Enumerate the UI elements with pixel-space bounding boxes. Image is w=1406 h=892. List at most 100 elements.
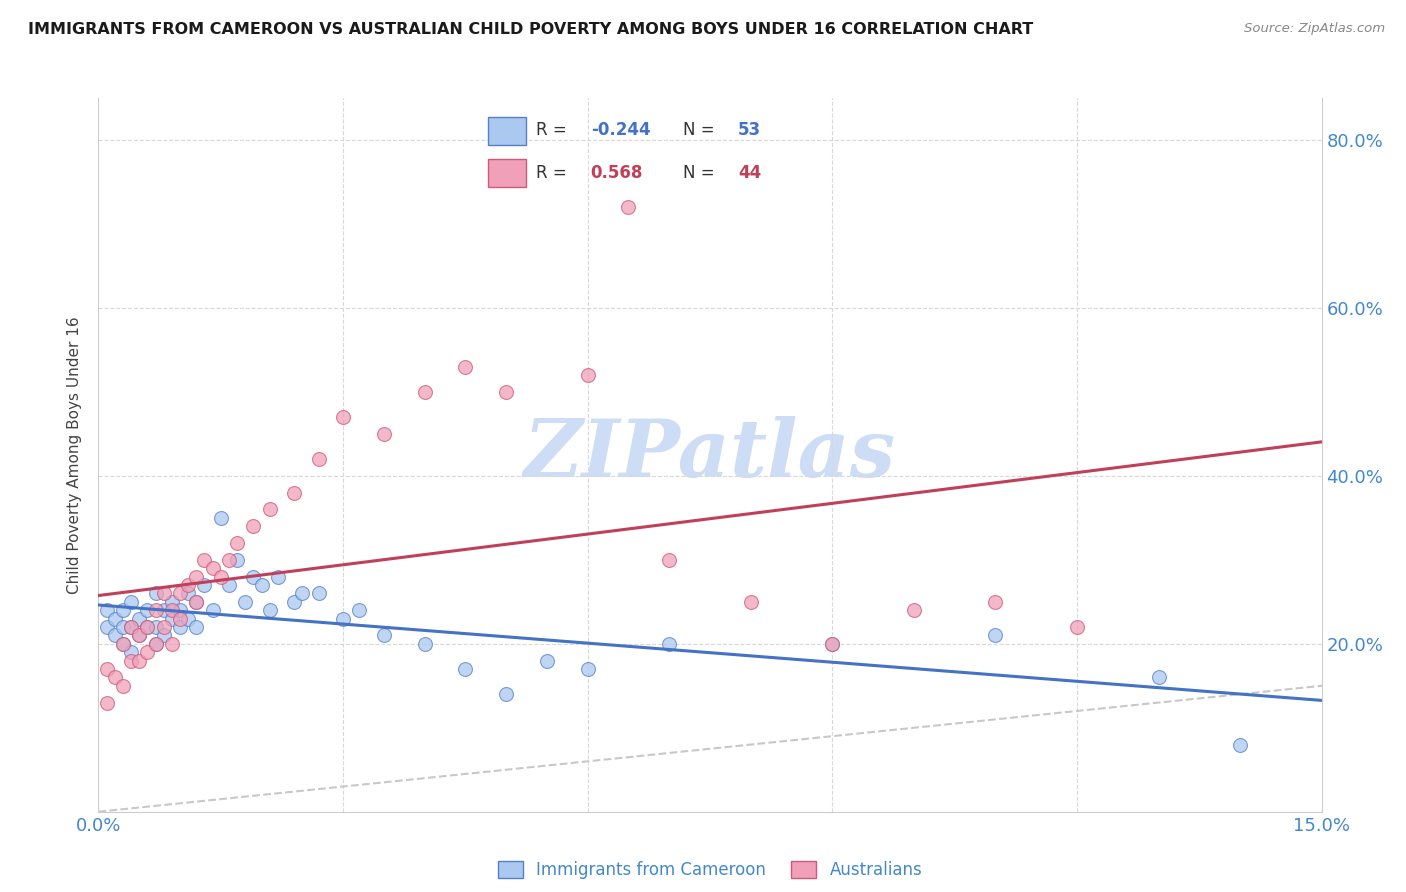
Point: [1066, 620, 1088, 634]
Point: [332, 612, 354, 626]
Point: [242, 519, 264, 533]
Point: [111, 637, 134, 651]
Point: [160, 603, 183, 617]
Point: [160, 612, 183, 626]
Point: [193, 553, 215, 567]
Point: [111, 603, 134, 617]
Point: [152, 620, 174, 634]
Point: [218, 578, 240, 592]
Point: [218, 553, 240, 567]
Point: [120, 654, 142, 668]
Point: [186, 595, 208, 609]
Point: [104, 612, 127, 626]
Point: [169, 612, 191, 626]
Point: [1229, 738, 1251, 752]
Point: [152, 586, 174, 600]
Point: [291, 586, 314, 600]
Point: [373, 628, 395, 642]
Point: [495, 687, 517, 701]
Point: [209, 511, 232, 525]
Point: [111, 620, 134, 634]
Point: [201, 603, 224, 617]
Point: [454, 662, 477, 676]
Text: IMMIGRANTS FROM CAMEROON VS AUSTRALIAN CHILD POVERTY AMONG BOYS UNDER 16 CORRELA: IMMIGRANTS FROM CAMEROON VS AUSTRALIAN C…: [28, 22, 1033, 37]
Point: [242, 569, 264, 583]
Point: [152, 603, 174, 617]
Point: [186, 620, 208, 634]
Point: [283, 595, 305, 609]
Point: [177, 612, 200, 626]
Point: [201, 561, 224, 575]
Point: [821, 637, 844, 651]
Point: [658, 553, 681, 567]
Point: [177, 578, 200, 592]
Point: [332, 410, 354, 425]
Point: [349, 603, 371, 617]
Y-axis label: Child Poverty Among Boys Under 16: Child Poverty Among Boys Under 16: [67, 316, 83, 594]
Point: [193, 578, 215, 592]
Point: [136, 645, 159, 659]
Point: [536, 654, 558, 668]
Point: [145, 603, 167, 617]
Point: [136, 620, 159, 634]
Point: [136, 603, 159, 617]
Point: [233, 595, 256, 609]
Point: [413, 637, 436, 651]
Point: [145, 637, 167, 651]
Point: [160, 637, 183, 651]
Point: [984, 595, 1007, 609]
Point: [226, 553, 249, 567]
Point: [96, 603, 118, 617]
Point: [169, 586, 191, 600]
Point: [177, 586, 200, 600]
Point: [111, 679, 134, 693]
Point: [104, 670, 127, 684]
Point: [152, 628, 174, 642]
Point: [495, 384, 517, 399]
Point: [128, 612, 150, 626]
Point: [186, 595, 208, 609]
Point: [283, 485, 305, 500]
Point: [1147, 670, 1170, 684]
Point: [120, 645, 142, 659]
Point: [145, 620, 167, 634]
Point: [308, 586, 330, 600]
Point: [169, 603, 191, 617]
Point: [169, 620, 191, 634]
Point: [576, 368, 599, 383]
Point: [160, 595, 183, 609]
Text: Source: ZipAtlas.com: Source: ZipAtlas.com: [1244, 22, 1385, 36]
Point: [259, 603, 281, 617]
Point: [658, 637, 681, 651]
Point: [984, 628, 1007, 642]
Point: [267, 569, 290, 583]
Point: [128, 654, 150, 668]
Point: [308, 452, 330, 467]
Point: [259, 502, 281, 516]
Point: [373, 426, 395, 441]
Point: [145, 637, 167, 651]
Point: [120, 620, 142, 634]
Point: [617, 200, 640, 214]
Point: [576, 662, 599, 676]
Point: [111, 637, 134, 651]
Point: [226, 536, 249, 550]
Point: [186, 569, 208, 583]
Point: [120, 595, 142, 609]
Point: [136, 620, 159, 634]
Point: [128, 628, 150, 642]
Point: [740, 595, 762, 609]
Point: [96, 620, 118, 634]
Point: [104, 628, 127, 642]
Point: [128, 628, 150, 642]
Point: [454, 359, 477, 374]
Point: [96, 662, 118, 676]
Point: [145, 586, 167, 600]
Point: [903, 603, 925, 617]
Point: [250, 578, 273, 592]
Point: [96, 696, 118, 710]
Point: [413, 384, 436, 399]
Point: [821, 637, 844, 651]
Point: [120, 620, 142, 634]
Text: ZIPatlas: ZIPatlas: [524, 417, 896, 493]
